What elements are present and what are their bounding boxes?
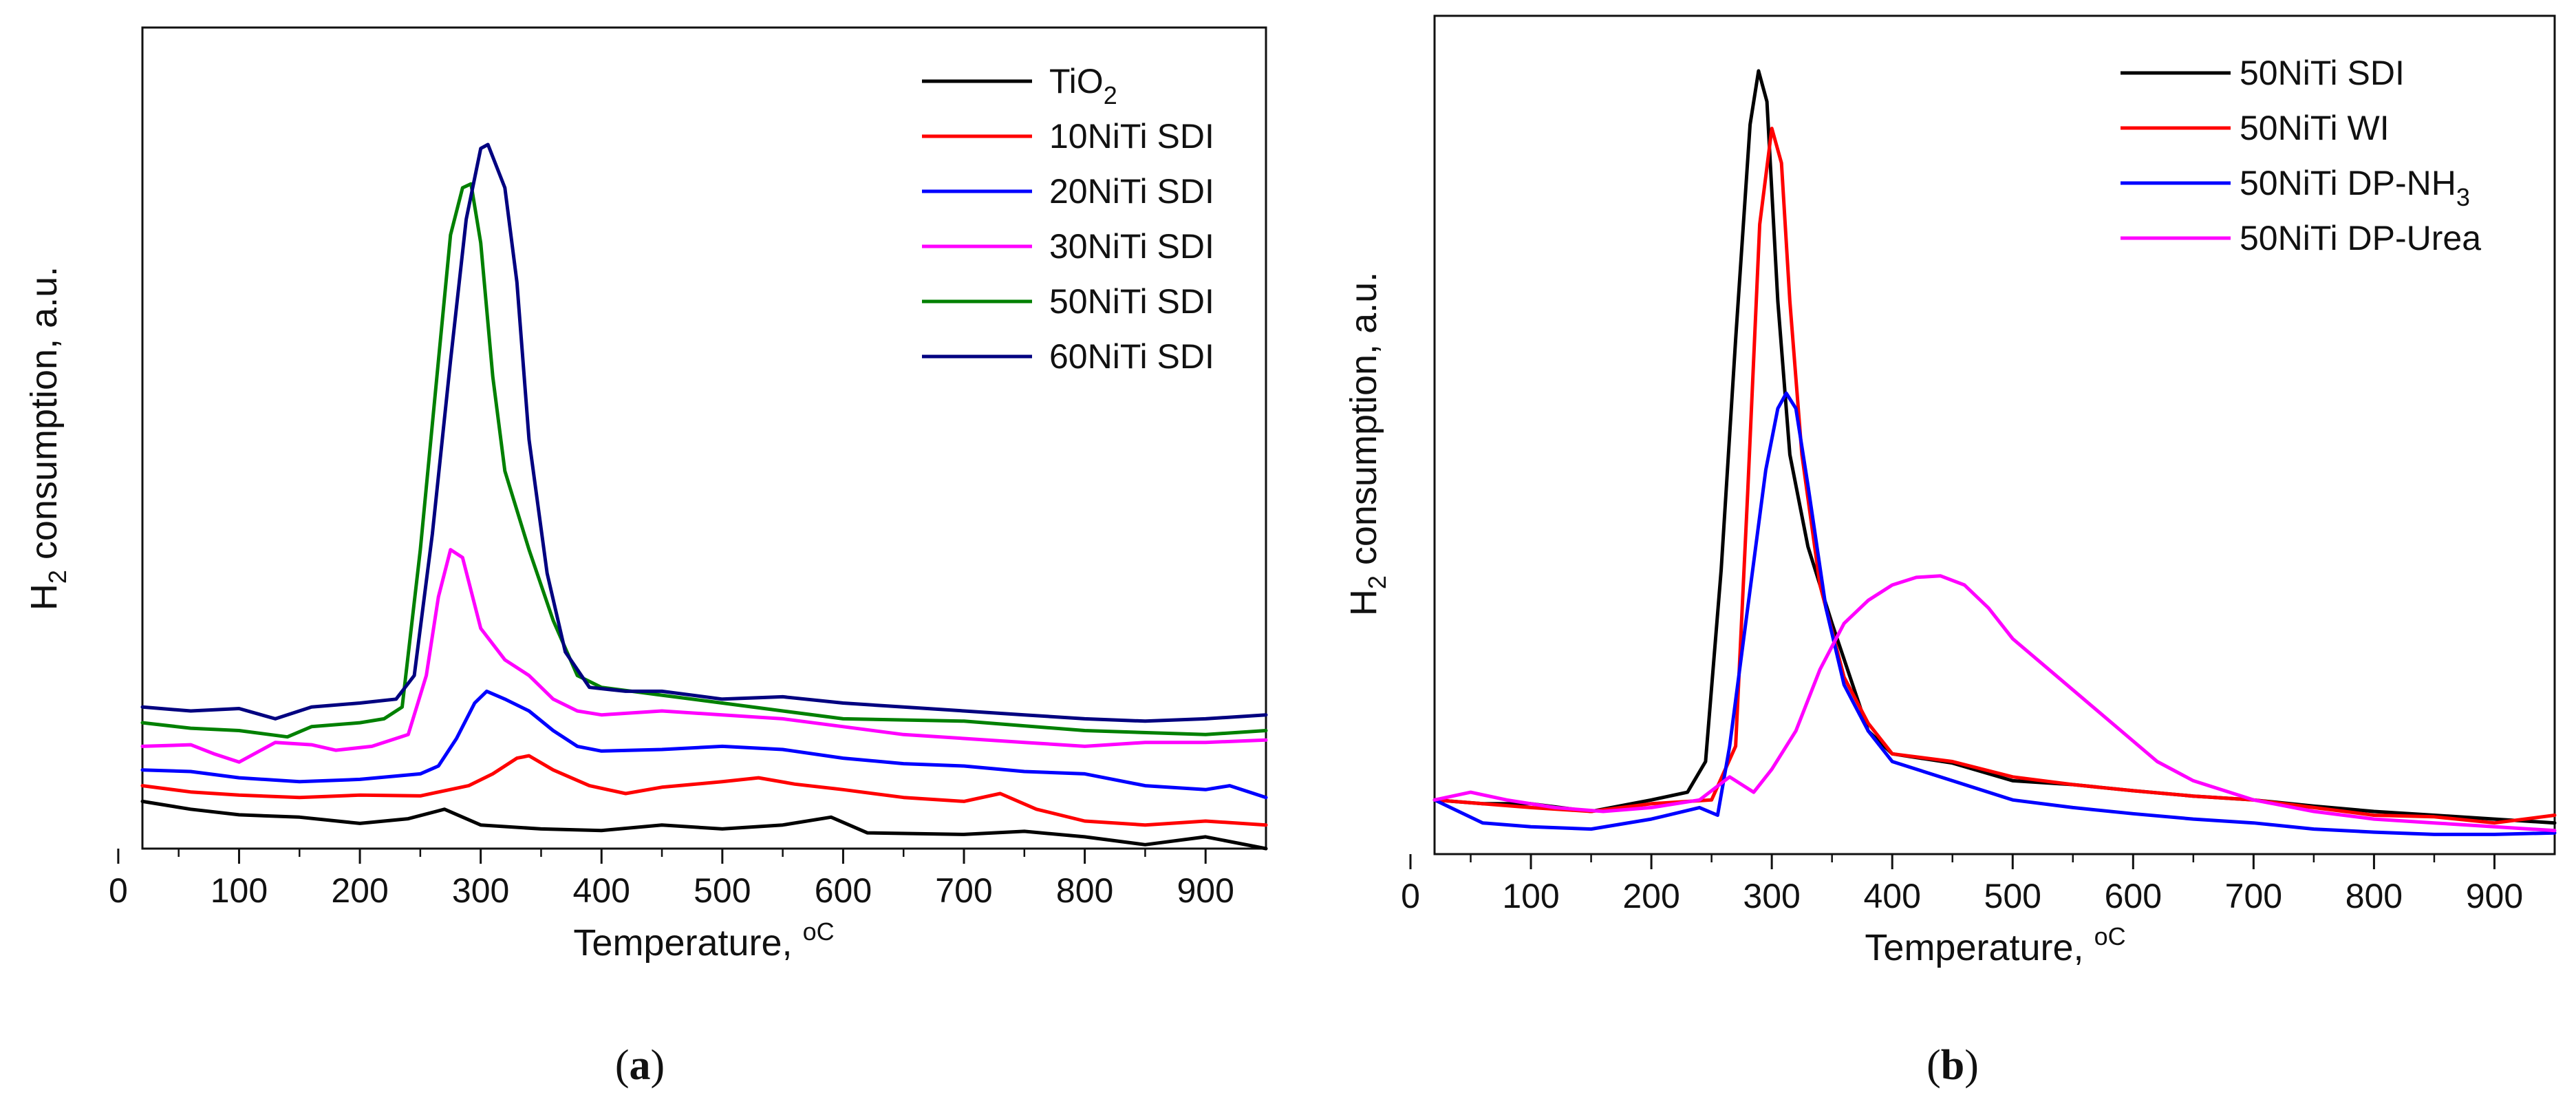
x-tick-label-900: 900 [2466, 877, 2523, 915]
legend-b: 50NiTi SDI 50NiTi WI 50NiTi DP-NH3 50NiTi D… [2121, 54, 2481, 257]
x-tick-label-0: 0 [1401, 877, 1420, 915]
x-tick-label-100: 100 [1502, 877, 1559, 915]
series-line-60niti-sdi [140, 142, 1268, 723]
legend-label-60niti-sdi: 60NiTi SDI [1049, 337, 1214, 376]
series-line-50niti-sdi [140, 182, 1268, 739]
plot-frame-a [141, 26, 1267, 850]
x-tick-label-300: 300 [452, 871, 509, 910]
x-tick-label-700: 700 [935, 871, 992, 910]
x-tick-label-700: 700 [2225, 877, 2282, 915]
series-lines-b [1432, 69, 2557, 836]
x-tick-label-800: 800 [1056, 871, 1113, 910]
x-tick-label-0: 0 [109, 871, 128, 910]
series-line-20niti-sdi [140, 689, 1268, 800]
series-line-50niti-dp-urea [1432, 574, 2557, 833]
legend-label-50niti-sdi: 50NiTi SDI [2240, 54, 2405, 92]
legend-label-50niti-dp-nh3: 50NiTi DP-NH3 [2240, 164, 2470, 211]
x-tick-label-300: 300 [1743, 877, 1800, 915]
legend-label-50niti-wi: 50NiTi WI [2240, 109, 2390, 147]
legend-label-20niti-sdi: 20NiTi SDI [1049, 172, 1214, 211]
x-tick-label-200: 200 [1622, 877, 1679, 915]
panel-label-a: (a) [615, 1042, 665, 1089]
plot-frame-b [1433, 14, 2556, 855]
panel-b: 0 100 200 300 400 500 600 700 800 900 50NiTi SDI5… [1343, 14, 2557, 1089]
x-tick-label-800: 800 [2346, 877, 2403, 915]
series-line-50niti-dp-nh3 [1432, 391, 2557, 836]
legend-a: TiO2 10NiTi SDI 20NiTi SDI 30NiTi SDI 50NiTi… [922, 62, 1214, 376]
legend-label-50niti-sdi: 50NiTi SDI [1049, 282, 1214, 321]
x-tick-label-100: 100 [211, 871, 268, 910]
x-axis-title-b: Temperature, oC [1865, 922, 2125, 968]
x-ticks-a: 0 100 200 300 400 500 600 700 800 900 [109, 849, 1234, 910]
x-tick-label-600: 600 [2105, 877, 2162, 915]
legend-label-tio2: TiO2 [1049, 62, 1117, 109]
series-line-tio2 [140, 799, 1268, 851]
y-axis-title-b: H2 consumption, a.u. [1343, 272, 1391, 616]
series-line-10niti-sdi [140, 754, 1268, 827]
series-lines-a [140, 142, 1268, 851]
series-line-30niti-sdi [140, 548, 1268, 764]
x-tick-label-400: 400 [1863, 877, 1920, 915]
x-axis-title-a: Temperature, oC [573, 917, 834, 964]
panel-a: 0 100 200 300 400 500 600 700 800 900 TiO2 10NiTi … [23, 26, 1268, 1089]
x-tick-label-200: 200 [331, 871, 388, 910]
x-tick-label-600: 600 [815, 871, 872, 910]
x-tick-label-500: 500 [694, 871, 751, 910]
legend-label-30niti-sdi: 30NiTi SDI [1049, 227, 1214, 266]
panel-label-b: (b) [1926, 1042, 1979, 1089]
x-tick-label-500: 500 [1984, 877, 2041, 915]
legend-label-10niti-sdi: 10NiTi SDI [1049, 117, 1214, 156]
legend-label-50niti-dp-urea: 50NiTi DP-Urea [2240, 219, 2481, 257]
x-ticks-b: 0 100 200 300 400 500 600 700 800 900 [1401, 854, 2523, 915]
x-tick-label-900: 900 [1177, 871, 1234, 910]
y-axis-title-a: H2 consumption, a.u. [23, 266, 72, 610]
x-tick-label-400: 400 [573, 871, 630, 910]
